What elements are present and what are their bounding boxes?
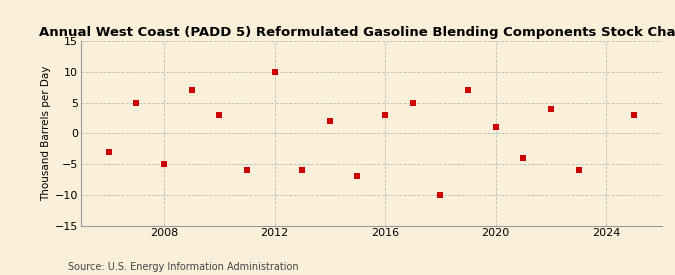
Point [545,107,556,111]
Y-axis label: Thousand Barrels per Day: Thousand Barrels per Day [40,66,51,201]
Point [490,125,501,130]
Point [573,168,584,172]
Point [379,113,390,117]
Point [435,192,446,197]
Point [297,168,308,172]
Point [186,88,197,93]
Point [242,168,252,172]
Point [159,162,169,166]
Title: Annual West Coast (PADD 5) Reformulated Gasoline Blending Components Stock Chang: Annual West Coast (PADD 5) Reformulated … [39,26,675,39]
Point [518,156,529,160]
Point [407,100,418,105]
Point [214,113,225,117]
Point [325,119,335,123]
Point [131,100,142,105]
Text: Source: U.S. Energy Information Administration: Source: U.S. Energy Information Administ… [68,262,298,272]
Point [628,113,639,117]
Point [352,174,363,178]
Point [103,150,114,154]
Point [269,70,280,74]
Point [462,88,473,93]
